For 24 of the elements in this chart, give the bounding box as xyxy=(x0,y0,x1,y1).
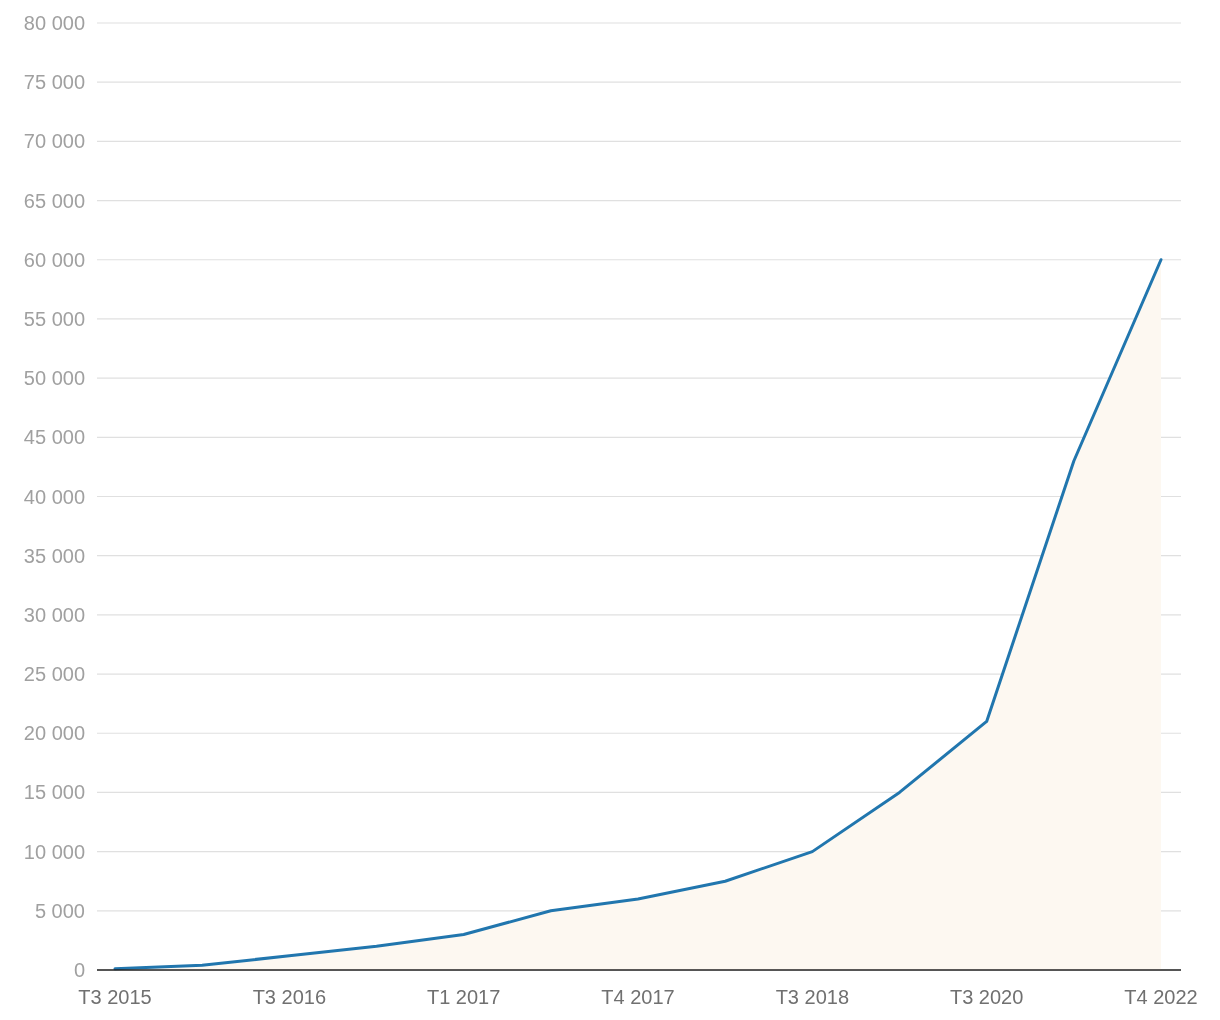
x-tick-label: T3 2018 xyxy=(775,986,850,1008)
x-tick-label: T4 2022 xyxy=(1124,986,1198,1008)
y-tick-label: 50 000 xyxy=(23,367,85,390)
y-tick-label: 30 000 xyxy=(23,603,85,626)
y-tick-label: 40 000 xyxy=(23,485,85,508)
y-tick-label: 20 000 xyxy=(23,722,85,745)
y-tick-label: 0 xyxy=(73,959,85,981)
y-tick-label: 75 000 xyxy=(23,71,85,94)
y-tick-label: 45 000 xyxy=(23,426,85,449)
y-tick-label: 65 000 xyxy=(23,189,85,212)
y-tick-label: 25 000 xyxy=(23,663,85,686)
y-tick-label: 80 000 xyxy=(23,12,85,34)
y-tick-label: 55 000 xyxy=(23,307,85,330)
y-tick-label: 15 000 xyxy=(23,781,85,804)
y-tick-label: 70 000 xyxy=(23,130,85,153)
y-tick-label: 5 000 xyxy=(34,899,85,922)
y-tick-label: 60 000 xyxy=(23,248,85,271)
y-tick-label: 35 000 xyxy=(23,544,85,567)
x-tick-label: T4 2017 xyxy=(601,986,675,1008)
x-tick-label: T1 2017 xyxy=(426,986,501,1008)
x-tick-label: T3 2015 xyxy=(78,986,152,1008)
y-tick-label: 10 000 xyxy=(23,840,85,863)
x-tick-label: T3 2020 xyxy=(949,986,1024,1008)
x-tick-label: T3 2016 xyxy=(252,986,327,1008)
